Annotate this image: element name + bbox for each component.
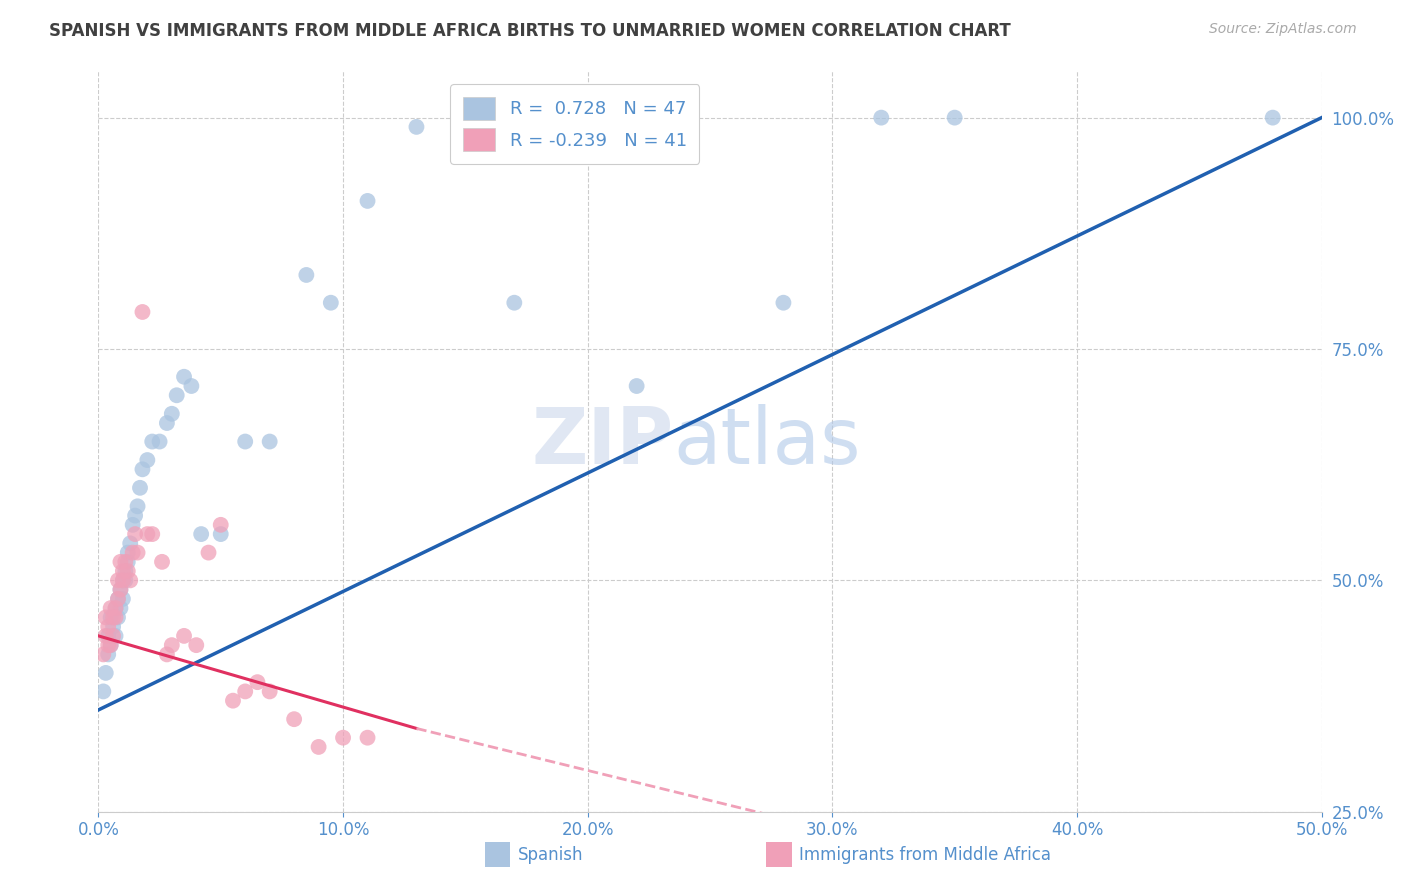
Point [259,434,281,449]
Point [100,638,122,652]
Point [160,407,183,421]
Point [772,295,794,310]
Text: atlas: atlas [673,403,860,480]
Point [173,629,195,643]
Point [156,648,179,662]
Point [94,665,117,680]
Point [127,545,149,560]
Point [405,120,427,134]
Point [136,453,159,467]
Point [91,648,114,662]
Point [107,591,129,606]
Point [101,619,124,633]
Point [124,508,146,523]
Point [943,111,966,125]
Point [110,582,132,597]
Point [127,500,149,514]
Point [870,111,893,125]
Point [136,527,159,541]
Point [107,610,129,624]
Point [120,536,142,550]
Point [197,545,219,560]
Point [111,574,134,588]
Point [100,610,122,624]
Point [141,527,163,541]
Point [160,638,183,652]
Point [180,379,202,393]
Point [110,555,132,569]
Point [283,712,305,726]
Point [356,194,378,208]
Point [104,601,127,615]
Point [121,545,143,560]
Point [104,610,127,624]
Point [332,731,354,745]
Point [104,601,127,615]
Point [110,601,132,615]
Point [97,619,120,633]
Text: Immigrants from Middle Africa: Immigrants from Middle Africa [799,846,1050,863]
Point [107,574,129,588]
Point [114,564,136,578]
Point [117,564,139,578]
Point [141,434,163,449]
Point [111,591,134,606]
Point [120,574,142,588]
Point [259,684,281,698]
Point [190,527,212,541]
Point [94,629,117,643]
Point [173,369,195,384]
Point [121,517,143,532]
Point [186,638,208,652]
Point [94,610,117,624]
Point [110,582,132,597]
Point [131,305,153,319]
Point [101,610,124,624]
Point [308,739,330,754]
Point [222,694,245,708]
Text: Source: ZipAtlas.com: Source: ZipAtlas.com [1209,22,1357,37]
Point [129,481,152,495]
Point [111,574,134,588]
Point [97,629,120,643]
Point [131,462,153,476]
Point [117,555,139,569]
Legend: R =  0.728   N = 47, R = -0.239   N = 41: R = 0.728 N = 47, R = -0.239 N = 41 [450,84,699,164]
Point [104,629,127,643]
Point [114,555,136,569]
Point [209,517,232,532]
Point [149,434,172,449]
Point [111,564,134,578]
Point [91,684,114,698]
Point [233,684,256,698]
Point [356,731,378,745]
Point [626,379,648,393]
Text: ZIP: ZIP [531,403,673,480]
Point [100,601,122,615]
Point [107,591,129,606]
Point [97,648,120,662]
Text: SPANISH VS IMMIGRANTS FROM MIDDLE AFRICA BIRTHS TO UNMARRIED WOMEN CORRELATION C: SPANISH VS IMMIGRANTS FROM MIDDLE AFRICA… [49,22,1011,40]
Point [101,629,124,643]
Point [150,555,173,569]
Point [246,675,269,690]
Point [114,574,136,588]
Point [209,527,232,541]
Point [319,295,342,310]
Point [503,295,526,310]
Point [100,638,122,652]
Point [117,545,139,560]
Point [295,268,318,282]
Point [1261,111,1284,125]
Text: Spanish: Spanish [517,846,583,863]
Point [97,638,120,652]
Point [156,416,179,430]
Point [124,527,146,541]
Point [166,388,188,402]
Point [233,434,256,449]
